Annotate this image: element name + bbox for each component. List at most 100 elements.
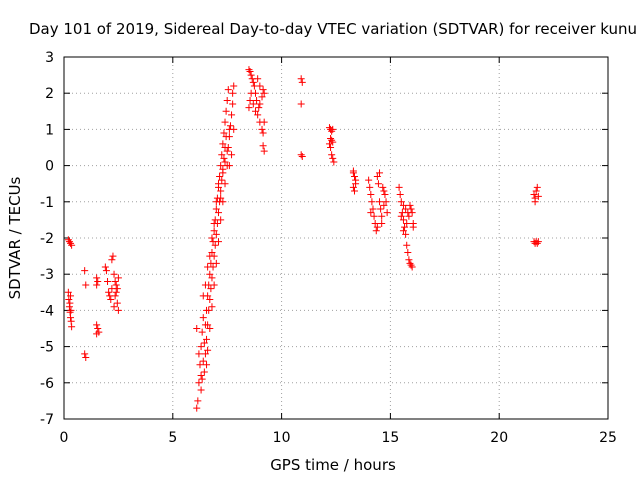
data-point (101, 263, 109, 271)
data-point (104, 277, 112, 285)
x-tick-label: 15 (381, 430, 399, 446)
y-tick-label: 1 (45, 122, 54, 138)
x-tick-label: 5 (168, 430, 177, 446)
data-point (352, 180, 360, 188)
y-tick-label: 3 (45, 50, 54, 66)
data-point (328, 151, 336, 159)
data-point (219, 198, 227, 206)
data-point (68, 323, 76, 331)
data-point (114, 274, 122, 282)
data-point (406, 201, 414, 209)
data-point (249, 78, 257, 86)
data-point (216, 172, 224, 180)
data-point (380, 187, 388, 195)
data-point (219, 169, 227, 177)
data-point (195, 350, 203, 358)
data-point (222, 107, 230, 115)
data-point (228, 111, 236, 119)
data-point (221, 158, 229, 166)
data-point (247, 71, 255, 79)
data-point (206, 270, 214, 278)
data-point (204, 321, 212, 329)
data-point (113, 285, 121, 293)
data-points (64, 66, 542, 412)
data-point (330, 158, 338, 166)
data-point (260, 89, 268, 97)
data-point (246, 67, 254, 75)
x-axis-label: GPS time / hours (270, 456, 396, 474)
data-point (373, 172, 381, 180)
data-point (245, 66, 253, 74)
data-point (112, 288, 120, 296)
data-point (532, 187, 540, 195)
data-point (349, 183, 357, 191)
data-point (198, 328, 206, 336)
data-point (407, 205, 415, 213)
y-tick-label: -6 (40, 376, 54, 392)
data-point (378, 220, 386, 228)
data-point (218, 151, 226, 159)
data-point (217, 216, 225, 224)
data-point (212, 230, 220, 238)
data-point (256, 100, 264, 108)
data-point (212, 259, 220, 267)
data-point (218, 176, 226, 184)
data-point (373, 223, 381, 231)
data-point (201, 281, 209, 289)
data-point (405, 256, 413, 264)
data-point (530, 191, 538, 199)
data-point (403, 241, 411, 249)
data-point (214, 180, 222, 188)
x-tick-label: 10 (273, 430, 291, 446)
data-point (193, 325, 201, 332)
data-point (221, 118, 229, 126)
data-point (65, 296, 73, 304)
data-point (329, 138, 337, 146)
data-point (204, 346, 212, 354)
data-point (221, 180, 229, 188)
data-point (223, 162, 231, 170)
data-point (374, 180, 382, 188)
data-point (254, 111, 262, 119)
data-point (93, 281, 101, 289)
y-tick-label: 0 (45, 159, 54, 175)
data-point (113, 299, 121, 307)
data-point (327, 144, 335, 151)
data-point (110, 303, 118, 311)
data-point (350, 187, 358, 195)
data-point (260, 118, 268, 126)
data-point (405, 212, 413, 220)
data-point (199, 292, 207, 300)
data-point (531, 198, 539, 206)
data-point (105, 288, 113, 296)
data-point (196, 361, 204, 369)
data-point (534, 192, 542, 200)
data-point (396, 191, 404, 199)
data-point (102, 267, 110, 275)
y-axis-label: SDTVAR / TECUs (6, 176, 24, 299)
data-point (93, 330, 101, 338)
data-point (376, 198, 384, 206)
data-point (195, 379, 203, 387)
data-point (112, 281, 120, 289)
data-point (371, 220, 379, 228)
data-point (297, 75, 305, 83)
data-point (258, 93, 266, 101)
data-point (249, 100, 257, 108)
data-point (217, 162, 225, 170)
data-point (372, 227, 380, 235)
data-point (225, 133, 233, 141)
data-point (245, 104, 253, 112)
y-tick-label: -5 (40, 340, 54, 356)
data-point (246, 96, 254, 104)
data-point (229, 89, 237, 97)
y-tick-label: 2 (45, 86, 54, 102)
data-point (223, 96, 231, 104)
data-point (328, 127, 336, 135)
data-point (365, 176, 373, 184)
data-point (65, 238, 73, 246)
data-point (200, 368, 208, 376)
data-point (367, 191, 375, 199)
y-tick-label: -4 (40, 303, 54, 319)
